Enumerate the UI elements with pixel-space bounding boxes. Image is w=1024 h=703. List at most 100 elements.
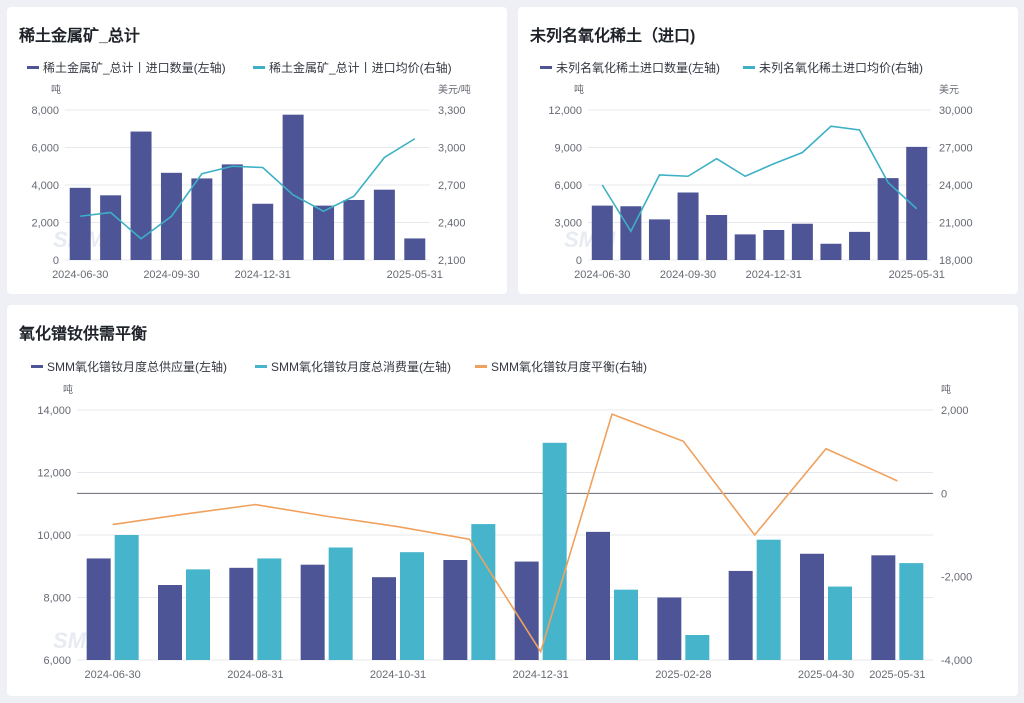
x-tick-label: 2025-05-31 [889, 269, 945, 281]
y-left-tick-label: 6,000 [554, 180, 582, 192]
chart-svg-rare-earth-ore: SMM8,0006,0004,0002,00003,3003,0002,7002… [27, 60, 471, 281]
bar [443, 560, 468, 660]
x-tick-label: 2025-05-31 [869, 669, 925, 681]
y-right-tick-label: 2,700 [438, 180, 466, 192]
legend-swatch [31, 365, 43, 368]
bar [791, 223, 813, 260]
y-left-tick-label: 12,000 [548, 105, 582, 117]
y-right-tick-label: 3,300 [438, 105, 466, 117]
x-tick-label: 2024-09-30 [660, 269, 716, 281]
x-tick-label: 2024-06-30 [85, 669, 141, 681]
bar [229, 567, 254, 660]
y-right-tick-label: 0 [941, 488, 947, 500]
bar [620, 206, 642, 260]
bar [763, 230, 785, 260]
bar [591, 205, 613, 260]
bar [706, 215, 728, 260]
legend-label: SMM氧化镨钕月度总消费量(左轴) [271, 359, 451, 374]
bar [648, 219, 670, 260]
x-tick-label: 2024-08-31 [227, 669, 283, 681]
bar [899, 563, 924, 660]
x-tick-label: 2024-06-30 [574, 269, 630, 281]
chart-title: 稀土金属矿_总计 [19, 28, 140, 45]
y-left-tick-label: 8,000 [31, 105, 59, 117]
y-right-tick-label: 24,000 [939, 180, 973, 192]
y-left-tick-label: 14,000 [37, 405, 71, 417]
x-tick-label: 2024-12-31 [235, 269, 291, 281]
y-right-tick-label: 21,000 [939, 218, 973, 230]
legend-swatch [743, 66, 755, 69]
legend-label: 稀土金属矿_总计丨进口数量(左轴) [43, 60, 226, 75]
chart-panel-unlisted-rare-earth-oxide: 未列名氧化稀土（进口) SMM 12,000 9,000 6,000 3,000 0 30,… [518, 7, 1018, 294]
bar [221, 164, 243, 260]
bar [252, 203, 274, 260]
y-right-tick-label: -2,000 [941, 572, 972, 584]
bar [100, 195, 122, 260]
x-tick-label: 2024-10-31 [370, 669, 426, 681]
y-left-tick-label: 2,000 [31, 218, 59, 230]
bar [586, 531, 610, 660]
bar [130, 131, 152, 260]
bar [514, 561, 539, 660]
y-right-tick-label: 2,400 [438, 218, 466, 230]
legend-label: SMM氧化镨钕月度平衡(右轴) [491, 359, 647, 374]
bar [906, 146, 928, 260]
y-right-unit: 美元 [939, 83, 959, 96]
bar [756, 539, 781, 660]
y-left-tick-label: 6,000 [31, 143, 59, 155]
bar [400, 552, 424, 660]
y-left-tick-label: 10,000 [37, 530, 71, 542]
bar [471, 524, 496, 660]
bar [114, 535, 139, 660]
bar [404, 238, 426, 260]
bar [282, 114, 304, 260]
y-right-tick-label: 30,000 [939, 105, 973, 117]
chart-title: 未列名氧化稀土（进口) [530, 28, 696, 45]
chart-svg-prnd-oxide-balance: SMM14,00012,00010,0008,0006,0002,0000-2,… [31, 359, 972, 681]
legend-swatch [253, 66, 265, 69]
chart-svg-unlisted-rare-earth-oxide: SMM12,0009,0006,0003,000030,00027,00024,… [540, 60, 973, 281]
legend-swatch [27, 66, 39, 69]
y-left-unit: 吨 [574, 83, 584, 96]
bar [542, 442, 567, 660]
y-left-tick-label: 0 [53, 255, 59, 267]
bar [677, 192, 699, 260]
series-line [112, 413, 898, 654]
legend-swatch [540, 66, 552, 69]
x-tick-label: 2024-12-31 [513, 669, 569, 681]
y-left-tick-label: 4,000 [31, 180, 59, 192]
legend-label: 未列名氧化稀土进口数量(左轴) [556, 60, 720, 75]
y-right-unit: 吨 [941, 383, 951, 396]
bar [300, 564, 325, 660]
bar [69, 187, 91, 260]
series-line [601, 125, 918, 233]
x-tick-label: 2024-06-30 [52, 269, 108, 281]
x-tick-label: 2024-09-30 [143, 269, 199, 281]
bar [158, 585, 182, 660]
y-right-tick-label: 2,100 [438, 255, 466, 267]
y-left-tick-label: 8,000 [43, 593, 71, 605]
y-left-unit: 吨 [63, 383, 73, 396]
bar [614, 589, 638, 660]
y-left-tick-label: 6,000 [43, 655, 71, 667]
y-left-tick-label: 3,000 [554, 218, 582, 230]
bar [86, 558, 111, 660]
bar [734, 234, 756, 260]
chart-panel-prnd-oxide-balance: 氧化镨钕供需平衡 SMM 14,000 12,000 10,000 8,000 6,000… [7, 305, 1018, 696]
series-line [80, 138, 416, 240]
bar [728, 570, 753, 660]
y-right-tick-label: 2,000 [941, 405, 969, 417]
legend-swatch [475, 365, 487, 368]
bar [257, 558, 282, 660]
bar [820, 243, 842, 260]
y-left-tick-label: 12,000 [37, 468, 71, 480]
bar [685, 635, 710, 660]
y-left-tick-label: 0 [576, 255, 582, 267]
y-right-tick-label: 27,000 [939, 143, 973, 155]
bar [877, 178, 899, 260]
y-right-unit: 美元/吨 [438, 83, 471, 96]
legend-label: 稀土金属矿_总计丨进口均价(右轴) [269, 60, 452, 75]
y-right-tick-label: 3,000 [438, 143, 466, 155]
bar [373, 189, 395, 260]
bar [871, 555, 896, 660]
